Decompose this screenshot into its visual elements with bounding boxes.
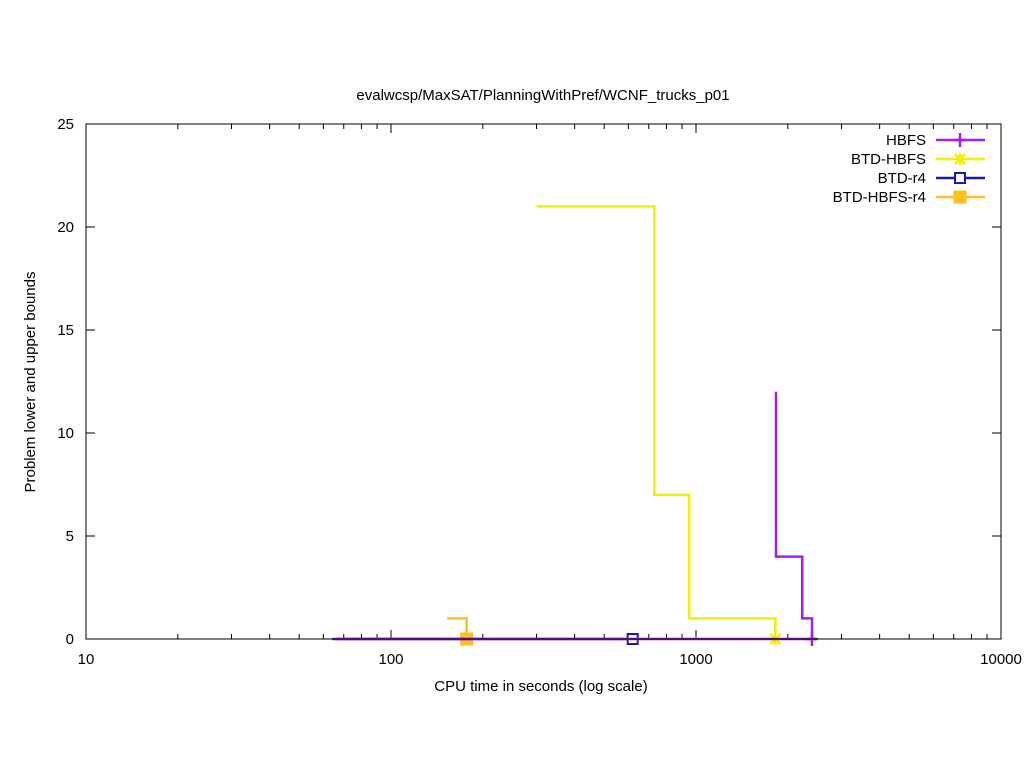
series-btd-hbfs-upper-bound [536,205,777,639]
x-tick-label: 100 [378,651,403,668]
legend-label: HBFS [886,132,926,149]
axis-ticks: 10 100 1000 10000 0 5 10 15 20 25 [57,116,1022,668]
y-tick-label: 5 [66,528,74,545]
y-axis-label: Problem lower and upper bounds [22,272,39,493]
legend-marker [954,133,966,147]
x-tick-label: 10000 [980,651,1022,668]
legend-item: HBFS [886,132,985,149]
legend-label: BTD-r4 [878,170,926,187]
legend-label: BTD-HBFS-r4 [833,189,926,206]
series-hbfs-upper-bound [774,391,814,639]
star-d2 [954,153,966,165]
series-btd-hbfs-r4-upper-bound [447,617,468,639]
y-tick-label: 0 [66,631,74,648]
y-tick-label: 15 [57,322,74,339]
x-axis-label: CPU time in seconds (log scale) [434,678,647,695]
legend-label: BTD-HBFS [851,151,926,168]
x-tick-label: 1000 [679,651,712,668]
legend-marker [953,190,967,204]
legend-marker [954,153,966,165]
x-tick-label: 10 [78,651,95,668]
open-square [954,172,966,184]
y-tick-label: 10 [57,425,74,442]
legend-marker [954,172,966,184]
legend: HBFS BTD-HBFS BTD-r4 BTD-HBFS-r4 [833,132,985,206]
chart-title: evalwcsp/MaxSAT/PlanningWithPref/WCNF_tr… [356,87,729,104]
legend-item: BTD-HBFS-r4 [833,189,985,206]
plot-frame [85,123,1002,640]
y-tick-label: 25 [57,116,74,133]
filled-square [953,190,967,204]
y-tick-label: 20 [57,219,74,236]
legend-item: BTD-r4 [878,170,985,187]
legend-item: BTD-HBFS [851,151,985,168]
